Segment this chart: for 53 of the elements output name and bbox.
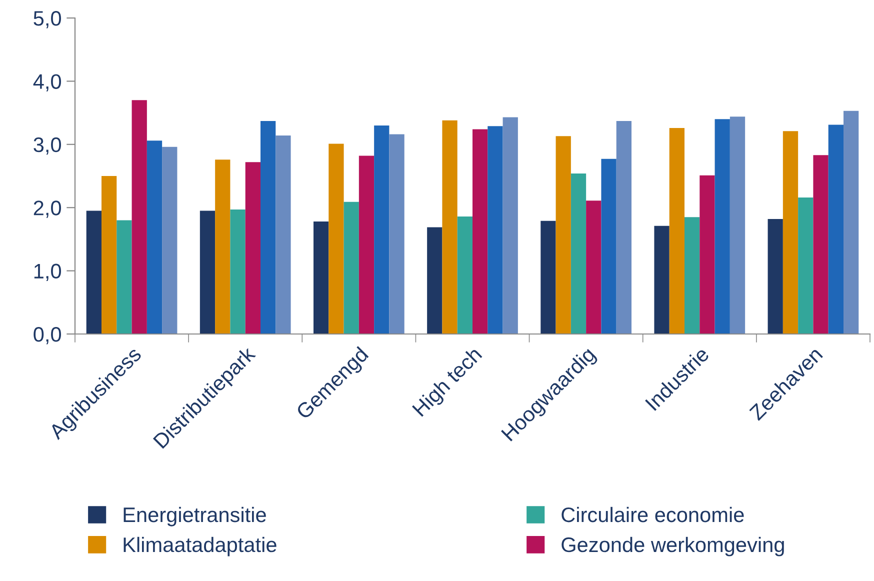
bar [540, 220, 556, 334]
y-tick-label: 3,0 [34, 137, 61, 155]
bar [358, 156, 374, 334]
bar [132, 100, 147, 334]
bar [344, 202, 359, 334]
bar [162, 146, 178, 334]
bar [230, 209, 246, 334]
legend-label: Circulaire economie [562, 506, 744, 522]
bar [616, 121, 632, 334]
bar [328, 144, 344, 334]
bar [427, 227, 442, 334]
y-tick-label: 0,0 [34, 327, 61, 344]
legend-label: Energietransitie [124, 506, 266, 526]
bar [782, 131, 798, 334]
bar [669, 128, 684, 334]
bar [245, 162, 260, 334]
bar [215, 160, 230, 334]
y-tick-label: 4,0 [33, 74, 61, 92]
legend-label: Klimaatadaptatie [124, 536, 276, 556]
y-tick-label: 2,0 [34, 200, 61, 218]
bar [472, 129, 488, 334]
bar [260, 121, 276, 334]
bar [798, 197, 814, 334]
y-tick-label: 5,0 [34, 11, 61, 28]
bar [442, 120, 458, 334]
bar [314, 222, 329, 334]
bar [116, 220, 132, 334]
bar [86, 210, 102, 334]
bar [768, 218, 783, 334]
bar [844, 110, 859, 334]
bar [457, 216, 472, 334]
legend-label: Gezonde werkomgeving [562, 536, 784, 556]
bar [276, 136, 291, 334]
x-tick-label: High tech [411, 346, 486, 420]
bar [714, 119, 730, 334]
bar [389, 134, 404, 334]
bar [102, 176, 117, 334]
bar [684, 217, 700, 334]
y-tick-label: 1,0 [34, 264, 61, 282]
bar [813, 155, 828, 334]
bar [488, 126, 503, 334]
bar [374, 125, 390, 334]
bar [654, 226, 670, 334]
bar [700, 175, 715, 334]
bar [730, 116, 746, 334]
bar [502, 117, 518, 334]
bar [556, 136, 571, 334]
bar [200, 210, 216, 334]
bar [601, 158, 616, 334]
bar [828, 124, 844, 334]
bar [146, 140, 162, 334]
bar [570, 173, 586, 334]
bar [586, 200, 602, 334]
